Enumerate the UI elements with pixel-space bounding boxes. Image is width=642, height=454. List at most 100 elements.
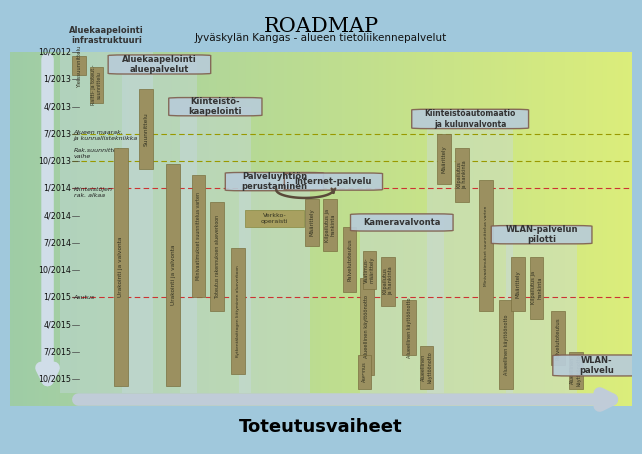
FancyBboxPatch shape — [420, 346, 433, 389]
Text: 1/2014: 1/2014 — [43, 184, 71, 193]
Text: 10/2013: 10/2013 — [39, 157, 71, 166]
FancyBboxPatch shape — [360, 278, 374, 375]
FancyBboxPatch shape — [511, 257, 525, 311]
Bar — [412, 52, 416, 406]
Bar — [392, 52, 395, 406]
Text: ROADMAP: ROADMAP — [263, 17, 379, 36]
Bar — [118, 52, 122, 406]
Bar — [437, 52, 441, 406]
Text: 1/2013: 1/2013 — [43, 75, 71, 84]
Bar — [27, 52, 31, 406]
Bar — [279, 52, 284, 406]
Bar — [375, 52, 379, 406]
FancyBboxPatch shape — [52, 24, 161, 47]
Bar — [218, 52, 221, 406]
Text: 7/2014: 7/2014 — [43, 238, 71, 247]
Bar — [512, 52, 516, 406]
FancyBboxPatch shape — [114, 148, 128, 386]
Bar — [615, 52, 620, 406]
Text: Alueellinen
käyttöönotto: Alueellinen käyttöönotto — [421, 352, 432, 383]
Text: Kilpailutus
ja hankinta: Kilpailutus ja hankinta — [456, 160, 467, 189]
FancyBboxPatch shape — [530, 257, 544, 319]
Bar — [454, 52, 458, 406]
Text: Alueen maarak.
ja kunnallistekniikka: Alueen maarak. ja kunnallistekniikka — [74, 130, 138, 141]
Bar — [507, 52, 512, 406]
Text: Alueellinen käyttöönotto: Alueellinen käyttöönotto — [504, 314, 508, 375]
Bar — [483, 52, 487, 406]
Bar — [329, 52, 333, 406]
Bar — [338, 52, 342, 406]
Bar — [313, 52, 317, 406]
Bar — [296, 52, 300, 406]
FancyBboxPatch shape — [553, 355, 641, 376]
Bar — [85, 52, 89, 406]
Text: Palvelutoteutus: Palvelutoteutus — [555, 317, 560, 360]
Text: Kytkentälaittogen liittyminen alueverkoon: Kytkentälaittogen liittyminen alueverkoo… — [236, 265, 239, 357]
Bar — [35, 52, 39, 406]
Text: Vaatimus-
määrittely: Vaatimus- määrittely — [364, 257, 375, 283]
Bar — [598, 52, 603, 406]
Text: Kiinteistö-
kaapelointi: Kiinteistö- kaapelointi — [189, 97, 242, 116]
Text: 10/2012: 10/2012 — [38, 48, 71, 57]
Text: Kiinteistöjen
rak. alkaa: Kiinteistöjen rak. alkaa — [74, 187, 112, 198]
FancyBboxPatch shape — [306, 199, 319, 246]
Bar — [180, 107, 251, 393]
Bar — [176, 52, 180, 406]
Bar — [122, 60, 196, 393]
Bar — [263, 52, 267, 406]
Bar — [363, 52, 367, 406]
Text: Aluekaapelointi
aluepalvelut: Aluekaapelointi aluepalvelut — [122, 55, 197, 74]
Bar — [68, 52, 73, 406]
Bar — [354, 52, 358, 406]
Bar — [230, 52, 234, 406]
Bar — [446, 52, 449, 406]
Text: Kilpailutus
ja hankinta: Kilpailutus ja hankinta — [383, 266, 394, 296]
Text: 4/2014: 4/2014 — [43, 211, 71, 220]
Bar — [370, 52, 375, 406]
FancyBboxPatch shape — [551, 311, 564, 365]
FancyBboxPatch shape — [108, 55, 211, 74]
Bar — [499, 52, 503, 406]
Text: 10/2015: 10/2015 — [38, 375, 71, 384]
Bar — [22, 52, 27, 406]
Bar — [566, 52, 569, 406]
Bar — [114, 52, 118, 406]
Bar — [387, 52, 392, 406]
Bar — [122, 52, 126, 406]
Bar — [524, 52, 528, 406]
Text: Aluekaapelointi
infrastruktuuri: Aluekaapelointi infrastruktuuri — [69, 25, 144, 45]
Bar — [105, 52, 110, 406]
Bar — [31, 52, 35, 406]
FancyBboxPatch shape — [284, 173, 383, 190]
Bar — [221, 52, 226, 406]
Bar — [557, 52, 561, 406]
Bar — [284, 52, 288, 406]
Bar — [404, 52, 408, 406]
Bar — [317, 52, 321, 406]
Text: Kilpailutus ja
hankinta: Kilpailutus ja hankinta — [531, 271, 542, 304]
Bar — [292, 52, 296, 406]
Bar — [537, 52, 541, 406]
Bar — [19, 52, 22, 406]
Bar — [441, 52, 446, 406]
Bar — [495, 52, 499, 406]
Bar — [503, 52, 507, 406]
Bar — [333, 52, 338, 406]
Bar — [238, 52, 242, 406]
Text: Suunnittelu: Suunnittelu — [143, 112, 148, 146]
Text: Asennus: Asennus — [362, 361, 367, 382]
Bar — [620, 52, 623, 406]
Bar — [367, 52, 370, 406]
Bar — [466, 52, 470, 406]
Text: Määrittely: Määrittely — [442, 145, 447, 173]
Text: Raitti- ja toteut.-
suunnittelu: Raitti- ja toteut.- suunnittelu — [91, 64, 102, 105]
Bar — [603, 52, 607, 406]
Bar — [582, 52, 586, 406]
Bar — [360, 216, 444, 393]
Bar — [275, 52, 279, 406]
Bar — [594, 52, 598, 406]
Bar — [226, 52, 230, 406]
Bar — [449, 52, 454, 406]
Bar — [242, 52, 247, 406]
Bar — [506, 243, 577, 393]
